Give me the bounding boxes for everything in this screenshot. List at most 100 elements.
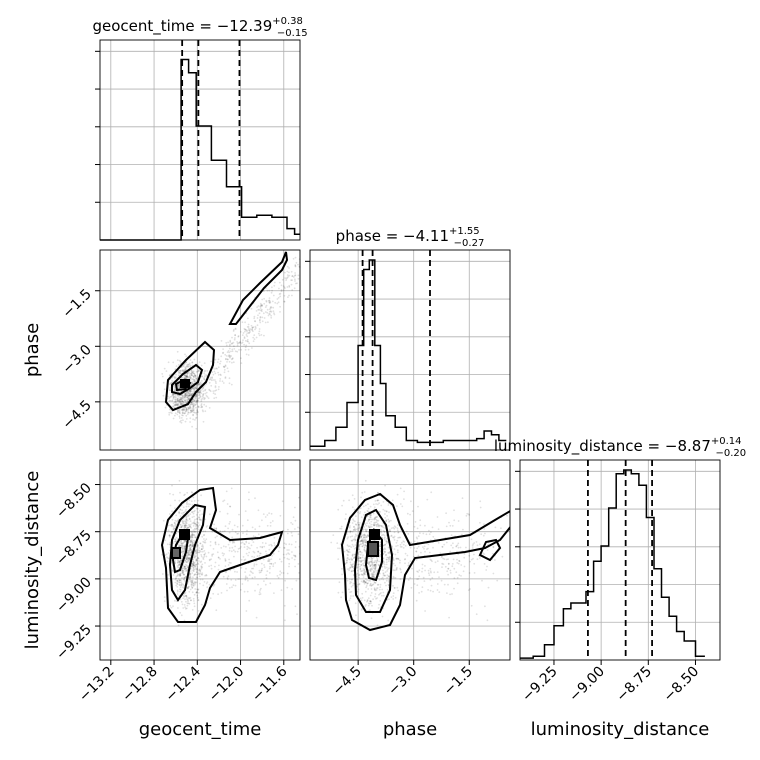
sample-point bbox=[424, 565, 426, 567]
sample-point bbox=[248, 551, 251, 554]
sample-point bbox=[349, 525, 351, 527]
sample-point bbox=[181, 571, 184, 574]
sample-point bbox=[241, 334, 244, 336]
sample-point bbox=[180, 579, 182, 582]
sample-point bbox=[210, 360, 213, 363]
sample-point bbox=[195, 399, 197, 402]
sample-point bbox=[183, 549, 186, 552]
sample-point bbox=[187, 566, 189, 569]
sample-point bbox=[196, 568, 199, 571]
sample-point bbox=[225, 583, 228, 585]
sample-point bbox=[374, 563, 376, 566]
sample-point bbox=[392, 536, 394, 539]
sample-point bbox=[236, 533, 239, 535]
sample-point bbox=[175, 536, 178, 539]
sample-point bbox=[366, 528, 368, 531]
sample-point bbox=[362, 514, 365, 516]
sample-point bbox=[369, 516, 371, 519]
sample-point bbox=[177, 518, 180, 521]
sample-point bbox=[227, 355, 230, 358]
sample-point bbox=[195, 397, 198, 399]
sample-point bbox=[181, 524, 184, 527]
sample-point bbox=[388, 521, 390, 523]
sample-point bbox=[183, 407, 186, 410]
sample-point bbox=[366, 582, 368, 585]
sample-point bbox=[371, 575, 374, 578]
sample-point bbox=[189, 405, 191, 407]
sample-point bbox=[185, 595, 188, 597]
sample-point bbox=[388, 555, 391, 558]
sample-point bbox=[197, 545, 199, 547]
sample-point bbox=[273, 313, 276, 316]
sample-point bbox=[356, 528, 358, 531]
sample-point bbox=[354, 533, 357, 536]
sample-point bbox=[167, 361, 170, 364]
sample-point bbox=[269, 310, 272, 312]
sample-point bbox=[189, 553, 192, 556]
sample-point bbox=[186, 396, 189, 399]
sample-point bbox=[200, 389, 202, 392]
sample-point bbox=[373, 576, 376, 579]
sample-point bbox=[254, 497, 256, 500]
sample-point bbox=[197, 528, 200, 531]
sample-point bbox=[212, 553, 215, 555]
sample-point bbox=[372, 572, 375, 574]
sample-point bbox=[362, 564, 365, 567]
sample-point bbox=[261, 298, 264, 301]
sample-point bbox=[188, 574, 191, 577]
sample-point bbox=[375, 589, 378, 591]
sample-point bbox=[192, 566, 195, 569]
sample-point bbox=[384, 551, 387, 553]
sample-point bbox=[296, 282, 298, 285]
sample-point bbox=[200, 565, 203, 567]
sample-point bbox=[192, 405, 195, 408]
sample-point bbox=[282, 572, 285, 574]
sample-point bbox=[200, 403, 203, 405]
sample-point bbox=[457, 542, 460, 545]
sample-point bbox=[188, 554, 191, 557]
sample-point bbox=[239, 547, 241, 550]
sample-point bbox=[175, 600, 178, 602]
sample-point bbox=[363, 548, 366, 551]
sample-point bbox=[397, 558, 400, 561]
sample-point bbox=[362, 563, 364, 565]
sample-point bbox=[199, 391, 201, 394]
sample-point bbox=[195, 581, 198, 584]
sample-point bbox=[214, 390, 216, 392]
sample-point bbox=[229, 339, 232, 342]
sample-point bbox=[196, 591, 199, 594]
sample-point bbox=[203, 372, 206, 374]
sample-point bbox=[286, 276, 289, 279]
sample-point bbox=[229, 354, 231, 357]
sample-point bbox=[210, 567, 213, 570]
sample-point bbox=[185, 520, 187, 522]
sample-point bbox=[245, 344, 248, 347]
sample-point bbox=[283, 542, 286, 545]
sample-point bbox=[362, 569, 364, 572]
sample-point bbox=[389, 530, 391, 533]
sample-point bbox=[222, 351, 225, 354]
sample-point bbox=[287, 296, 289, 298]
sample-point bbox=[195, 401, 197, 403]
sample-point bbox=[176, 403, 178, 406]
sample-point bbox=[172, 570, 174, 572]
sample-point bbox=[371, 572, 374, 575]
sample-point bbox=[249, 547, 251, 550]
sample-point bbox=[388, 598, 390, 601]
sample-point bbox=[183, 369, 186, 371]
sample-point bbox=[421, 567, 424, 570]
sample-point bbox=[190, 540, 193, 542]
sample-point bbox=[230, 355, 233, 357]
sample-point bbox=[270, 562, 273, 565]
sample-point bbox=[352, 563, 354, 565]
sample-point bbox=[198, 390, 201, 393]
sample-point bbox=[175, 373, 177, 376]
sample-point bbox=[197, 384, 200, 387]
sample-point bbox=[194, 403, 197, 406]
sample-point bbox=[228, 522, 231, 525]
sample-point bbox=[202, 420, 205, 423]
sample-point bbox=[186, 551, 189, 554]
sample-point bbox=[378, 588, 381, 591]
sample-point bbox=[501, 555, 504, 558]
sample-point bbox=[185, 406, 188, 409]
